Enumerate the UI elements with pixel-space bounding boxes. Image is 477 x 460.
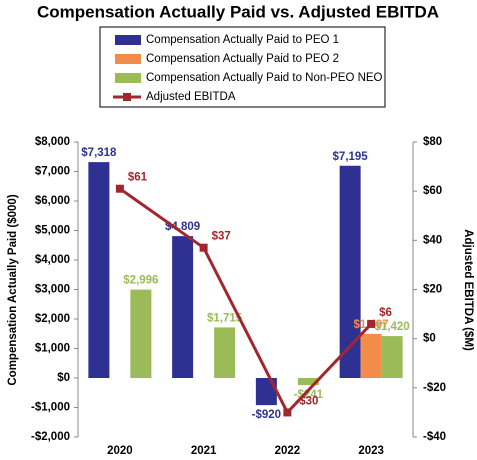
y2-tick-label: -$40	[423, 431, 446, 443]
y2-tick-label: $60	[423, 185, 442, 197]
y-tick-label: $7,000	[35, 166, 70, 178]
legend-label: Compensation Actually Paid to Non-PEO NE…	[146, 72, 383, 84]
line-marker	[115, 184, 124, 193]
y-axis-label: Compensation Actually Paid ($000)	[7, 194, 19, 385]
y-tick-label: $1,000	[35, 343, 70, 355]
x-tick-label: 2022	[275, 445, 301, 457]
legend-swatch	[115, 54, 141, 64]
bar	[381, 336, 403, 378]
legend-swatch	[115, 73, 141, 83]
bar	[339, 165, 361, 378]
value-label: $4,809	[165, 221, 200, 233]
bar	[214, 327, 236, 378]
x-tick-label: 2023	[358, 445, 384, 457]
value-label: $7,195	[333, 151, 369, 163]
line	[119, 187, 373, 415]
bar	[88, 162, 110, 378]
value-label: $37	[212, 231, 231, 243]
line-marker	[367, 319, 376, 328]
y-tick-label: $4,000	[35, 254, 70, 266]
bar	[130, 289, 152, 378]
y-tick-label: $0	[57, 372, 70, 384]
line-marker	[199, 243, 208, 252]
value-label: -$30	[295, 395, 318, 407]
y2-axis-label: Adjusted EBITDA ($M)	[462, 229, 474, 351]
y-tick-label: -$1,000	[31, 402, 70, 414]
y-tick-label: $3,000	[35, 284, 70, 296]
y-tick-label: $6,000	[35, 195, 70, 207]
y2-tick-label: $0	[423, 333, 436, 345]
value-label: $1,420	[375, 321, 410, 333]
bar	[297, 378, 319, 386]
y2-tick-label: $20	[423, 284, 442, 296]
y2-tick-label: $40	[423, 234, 442, 246]
y2-tick-label: $80	[423, 136, 442, 148]
value-label: $6	[379, 307, 392, 319]
value-label: $2,996	[123, 275, 158, 287]
legend-label: Compensation Actually Paid to PEO 1	[146, 34, 339, 46]
y-tick-label: $2,000	[35, 313, 70, 325]
bar	[255, 378, 277, 406]
value-label: -$920	[252, 409, 281, 421]
value-label: $61	[128, 172, 148, 184]
line-marker	[283, 408, 292, 417]
x-tick-label: 2021	[191, 445, 217, 457]
y2-tick-label: -$20	[423, 382, 446, 394]
y-tick-label: -$2,000	[31, 431, 70, 443]
value-label: $7,318	[81, 147, 117, 159]
chart-title: Compensation Actually Paid vs. Adjusted …	[37, 2, 439, 21]
bar	[172, 236, 194, 378]
legend-box	[99, 26, 386, 108]
bar	[360, 333, 382, 378]
legend-label: Compensation Actually Paid to PEO 2	[146, 53, 339, 65]
legend-label: Adjusted EBITDA	[146, 91, 236, 103]
value-label: $1,715	[207, 312, 243, 324]
y-tick-label: $8,000	[35, 136, 70, 148]
legend-marker	[123, 93, 131, 101]
legend-swatch	[115, 35, 141, 45]
x-tick-label: 2020	[107, 445, 133, 457]
y-tick-label: $5,000	[35, 225, 70, 237]
